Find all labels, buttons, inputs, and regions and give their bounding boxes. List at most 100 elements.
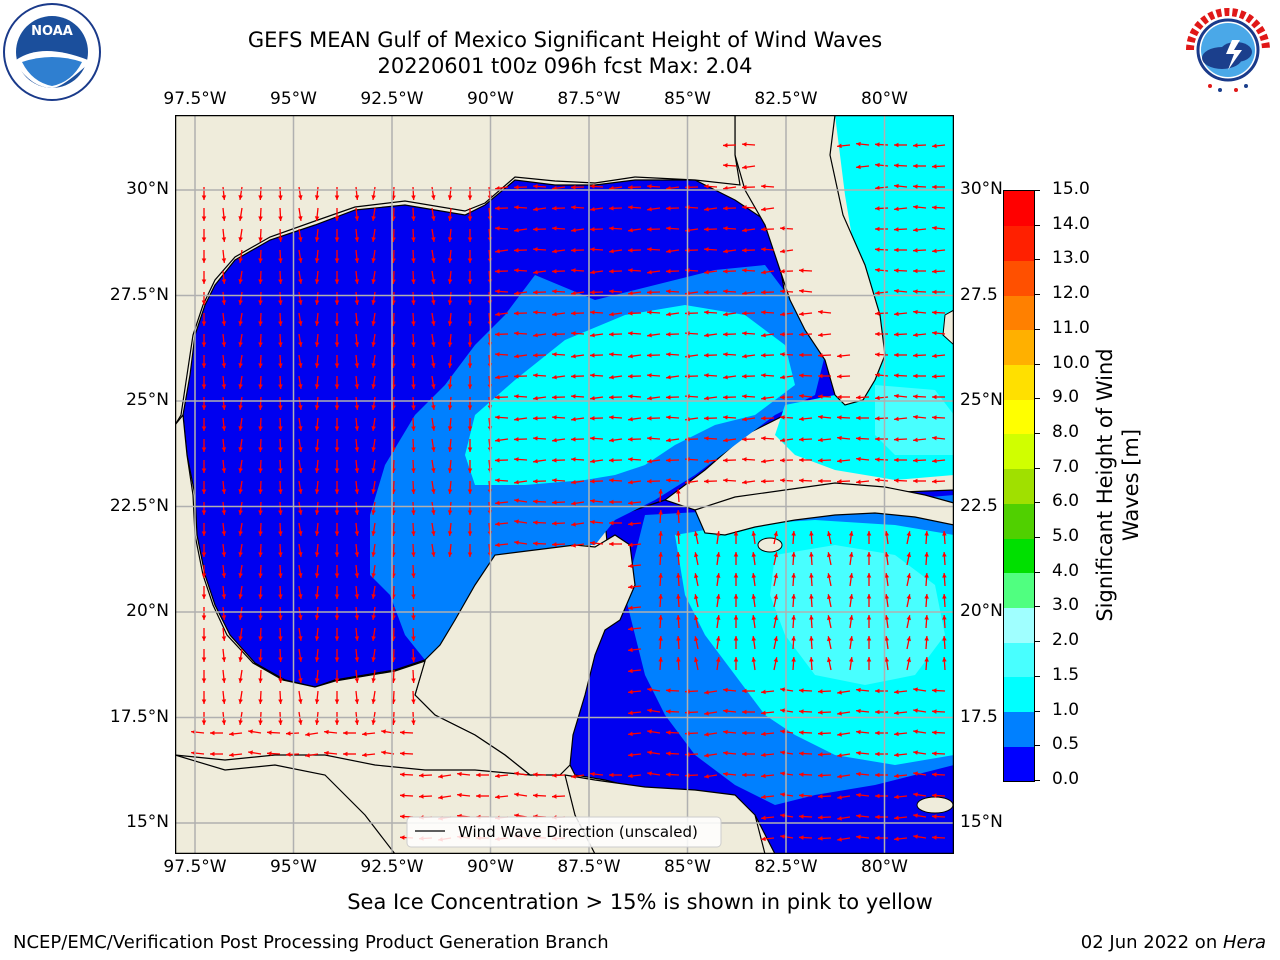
wave-vector-head — [742, 248, 747, 253]
wave-vector-head — [334, 321, 340, 326]
wave-vector-head — [514, 771, 519, 776]
wave-vector-head — [371, 447, 376, 452]
wave-vector-head — [371, 573, 376, 578]
wave-vector-head — [704, 690, 709, 695]
wave-vector-head — [780, 289, 785, 294]
wave-vector-head — [666, 478, 671, 483]
wave-vector-head — [334, 300, 340, 305]
wave-vector-head — [856, 687, 861, 693]
wave-vector-head — [742, 205, 747, 210]
wave-vector-head — [837, 816, 842, 821]
wave-vector-head — [476, 793, 481, 799]
wave-vector-head — [314, 237, 320, 242]
wave-vector-head — [799, 730, 804, 735]
wave-vector-head — [742, 353, 747, 359]
wave-vector-head — [533, 416, 538, 421]
wave-vector-head — [495, 500, 500, 506]
wave-vector-head — [533, 184, 538, 189]
wave-vector-head — [238, 195, 243, 200]
wave-vector-head — [552, 500, 557, 505]
wave-vector-head — [924, 657, 929, 662]
wave-vector-head — [495, 248, 500, 254]
wave-vector-head — [381, 750, 386, 755]
wave-vector-head — [590, 519, 595, 525]
wave-vector-head — [431, 531, 436, 536]
wave-vector-head — [354, 468, 360, 473]
wave-vector-head — [371, 489, 376, 494]
wave-vector-head — [278, 258, 283, 263]
wave-vector-head — [628, 773, 633, 779]
wave-vector-head — [298, 552, 303, 557]
wave-vector-head — [467, 216, 473, 221]
wave-vector-head — [514, 394, 519, 399]
wave-vector-head — [628, 647, 633, 653]
wave-vector-head — [278, 447, 283, 452]
wave-vector-head — [238, 447, 243, 452]
wave-vector-head — [371, 279, 376, 284]
wave-vector-head — [278, 342, 283, 347]
wave-vector-head — [221, 468, 227, 473]
wave-vector-head — [856, 708, 861, 714]
wave-vector-head — [666, 269, 671, 274]
wave-vector-head — [780, 729, 785, 734]
wave-vector-head — [628, 394, 633, 399]
wave-vector-head — [827, 594, 832, 600]
wave-vector-head — [742, 164, 747, 170]
wave-vector-head — [438, 795, 443, 800]
wave-vector-head — [354, 615, 360, 620]
wave-vector-head — [913, 813, 918, 818]
us-gulf-coast — [175, 115, 741, 427]
wave-vector-head — [818, 437, 823, 443]
wave-vector-head — [658, 531, 663, 536]
wave-vector-head — [298, 342, 303, 347]
wave-vector-head — [298, 573, 303, 578]
wave-vector-head — [201, 636, 207, 641]
wave-vector-head — [848, 552, 854, 557]
wave-vector-head — [411, 636, 416, 641]
wave-vector-head — [827, 573, 832, 579]
wave-vector-head — [658, 510, 663, 515]
wave-vector-head — [809, 657, 814, 662]
wave-vector-head — [773, 636, 778, 642]
wave-vector-head — [723, 478, 728, 483]
wave-vector-head — [552, 374, 557, 380]
wave-vector-head — [314, 300, 320, 305]
lon-tick-label: 92.5°W — [360, 89, 424, 109]
lat-tick-label: 30°N — [126, 179, 169, 199]
wave-vector-head — [258, 657, 263, 662]
wave-vector-head — [238, 216, 243, 221]
wave-vector-head — [221, 258, 227, 263]
wave-vector-head — [258, 405, 263, 410]
wave-vector-head — [590, 290, 595, 295]
colorbar-segment — [1004, 364, 1034, 400]
wave-vector-head — [742, 772, 747, 778]
colorbar-segment — [1004, 468, 1034, 504]
wave-vector-head — [913, 394, 918, 399]
wave-vector-head — [799, 268, 804, 273]
wave-vector-head — [875, 185, 880, 191]
wave-vector-head — [514, 792, 519, 797]
wave-vector-head — [780, 248, 785, 254]
wave-vector-head — [761, 836, 766, 842]
wave-vector-head — [628, 353, 633, 359]
wave-vector-head — [742, 709, 747, 715]
wave-vector-head — [238, 552, 243, 557]
wave-vector-head — [906, 531, 911, 537]
wave-vector-head — [628, 521, 633, 527]
wave-vector-head — [676, 657, 681, 662]
legend-label: Wind Wave Direction (unscaled) — [458, 823, 698, 841]
wave-vector-head — [666, 248, 671, 254]
wave-vector-head — [447, 300, 453, 305]
wave-vector-head — [514, 331, 519, 336]
wave-vector-head — [298, 657, 303, 662]
wave-vector-head — [286, 752, 291, 757]
sea-ice-note: Sea Ice Concentration > 15% is shown in … — [347, 890, 933, 914]
wave-vector-head — [400, 751, 405, 756]
wave-vector-head — [773, 594, 778, 600]
wave-vector-head — [533, 269, 538, 275]
wave-vector-head — [343, 751, 348, 757]
wave-vector-head — [875, 206, 880, 211]
wave-vector-head — [571, 437, 576, 442]
wave-vector-head — [258, 216, 263, 221]
wave-vector-head — [848, 531, 854, 536]
